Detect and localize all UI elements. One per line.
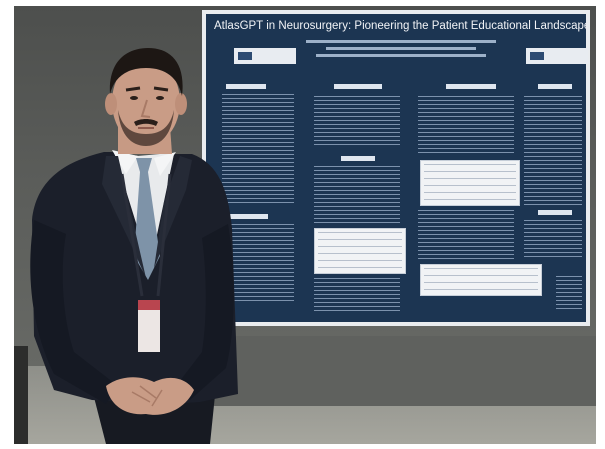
necktie	[134, 158, 160, 280]
poster-text-block	[418, 210, 514, 260]
poster-logo-left	[234, 48, 296, 64]
poster-section-heading	[538, 210, 572, 215]
finger-lines	[131, 385, 163, 407]
shirt-collar	[154, 152, 176, 176]
lanyard	[156, 173, 172, 297]
poster-text-block	[222, 94, 294, 204]
mustache	[134, 119, 158, 126]
display-panel-base	[214, 336, 596, 406]
poster-text-block	[524, 220, 582, 260]
eyebrow	[125, 86, 141, 92]
eye	[156, 96, 164, 100]
badge-stripe	[138, 300, 160, 310]
presenter-person	[30, 48, 238, 444]
poster-affiliations	[326, 47, 476, 50]
suit-jacket	[32, 152, 238, 404]
poster-text-block	[556, 276, 582, 310]
poster-text-block	[314, 166, 400, 224]
poster-table	[314, 228, 406, 274]
poster-section-heading	[334, 84, 382, 89]
poster-title: AtlasGPT in Neurosurgery: Pioneering the…	[214, 20, 586, 32]
poster-text-block	[314, 96, 400, 148]
poster-table	[420, 264, 542, 296]
poster-section-heading	[538, 84, 572, 89]
jacket-sleeve	[176, 224, 234, 400]
shirt-collar	[112, 150, 138, 174]
hands	[106, 377, 194, 415]
poster-text-block	[314, 278, 400, 314]
poster-section-heading	[226, 84, 266, 89]
poster-table	[420, 160, 520, 206]
poster-text-block	[418, 96, 514, 156]
eyebrow	[153, 86, 169, 92]
ear	[175, 93, 187, 115]
research-poster: AtlasGPT in Neurosurgery: Pioneering the…	[202, 10, 590, 326]
nose	[140, 99, 151, 118]
poster-section-heading	[446, 84, 496, 89]
eye	[130, 96, 138, 100]
ear	[105, 93, 117, 115]
conference-photo: AtlasGPT in Neurosurgery: Pioneering the…	[14, 6, 596, 444]
poster-authors	[306, 40, 496, 43]
hair	[109, 48, 183, 96]
name-badge	[138, 300, 160, 352]
poster-section-heading	[341, 156, 375, 161]
jacket-sleeve	[30, 220, 118, 404]
poster-logo-right	[526, 48, 588, 64]
beard	[118, 110, 174, 146]
poster-text-block	[524, 96, 582, 206]
poster-affiliations-2	[316, 54, 486, 57]
stand-pole	[14, 346, 28, 444]
lanyard	[120, 173, 144, 297]
poster-section-heading	[230, 214, 268, 219]
